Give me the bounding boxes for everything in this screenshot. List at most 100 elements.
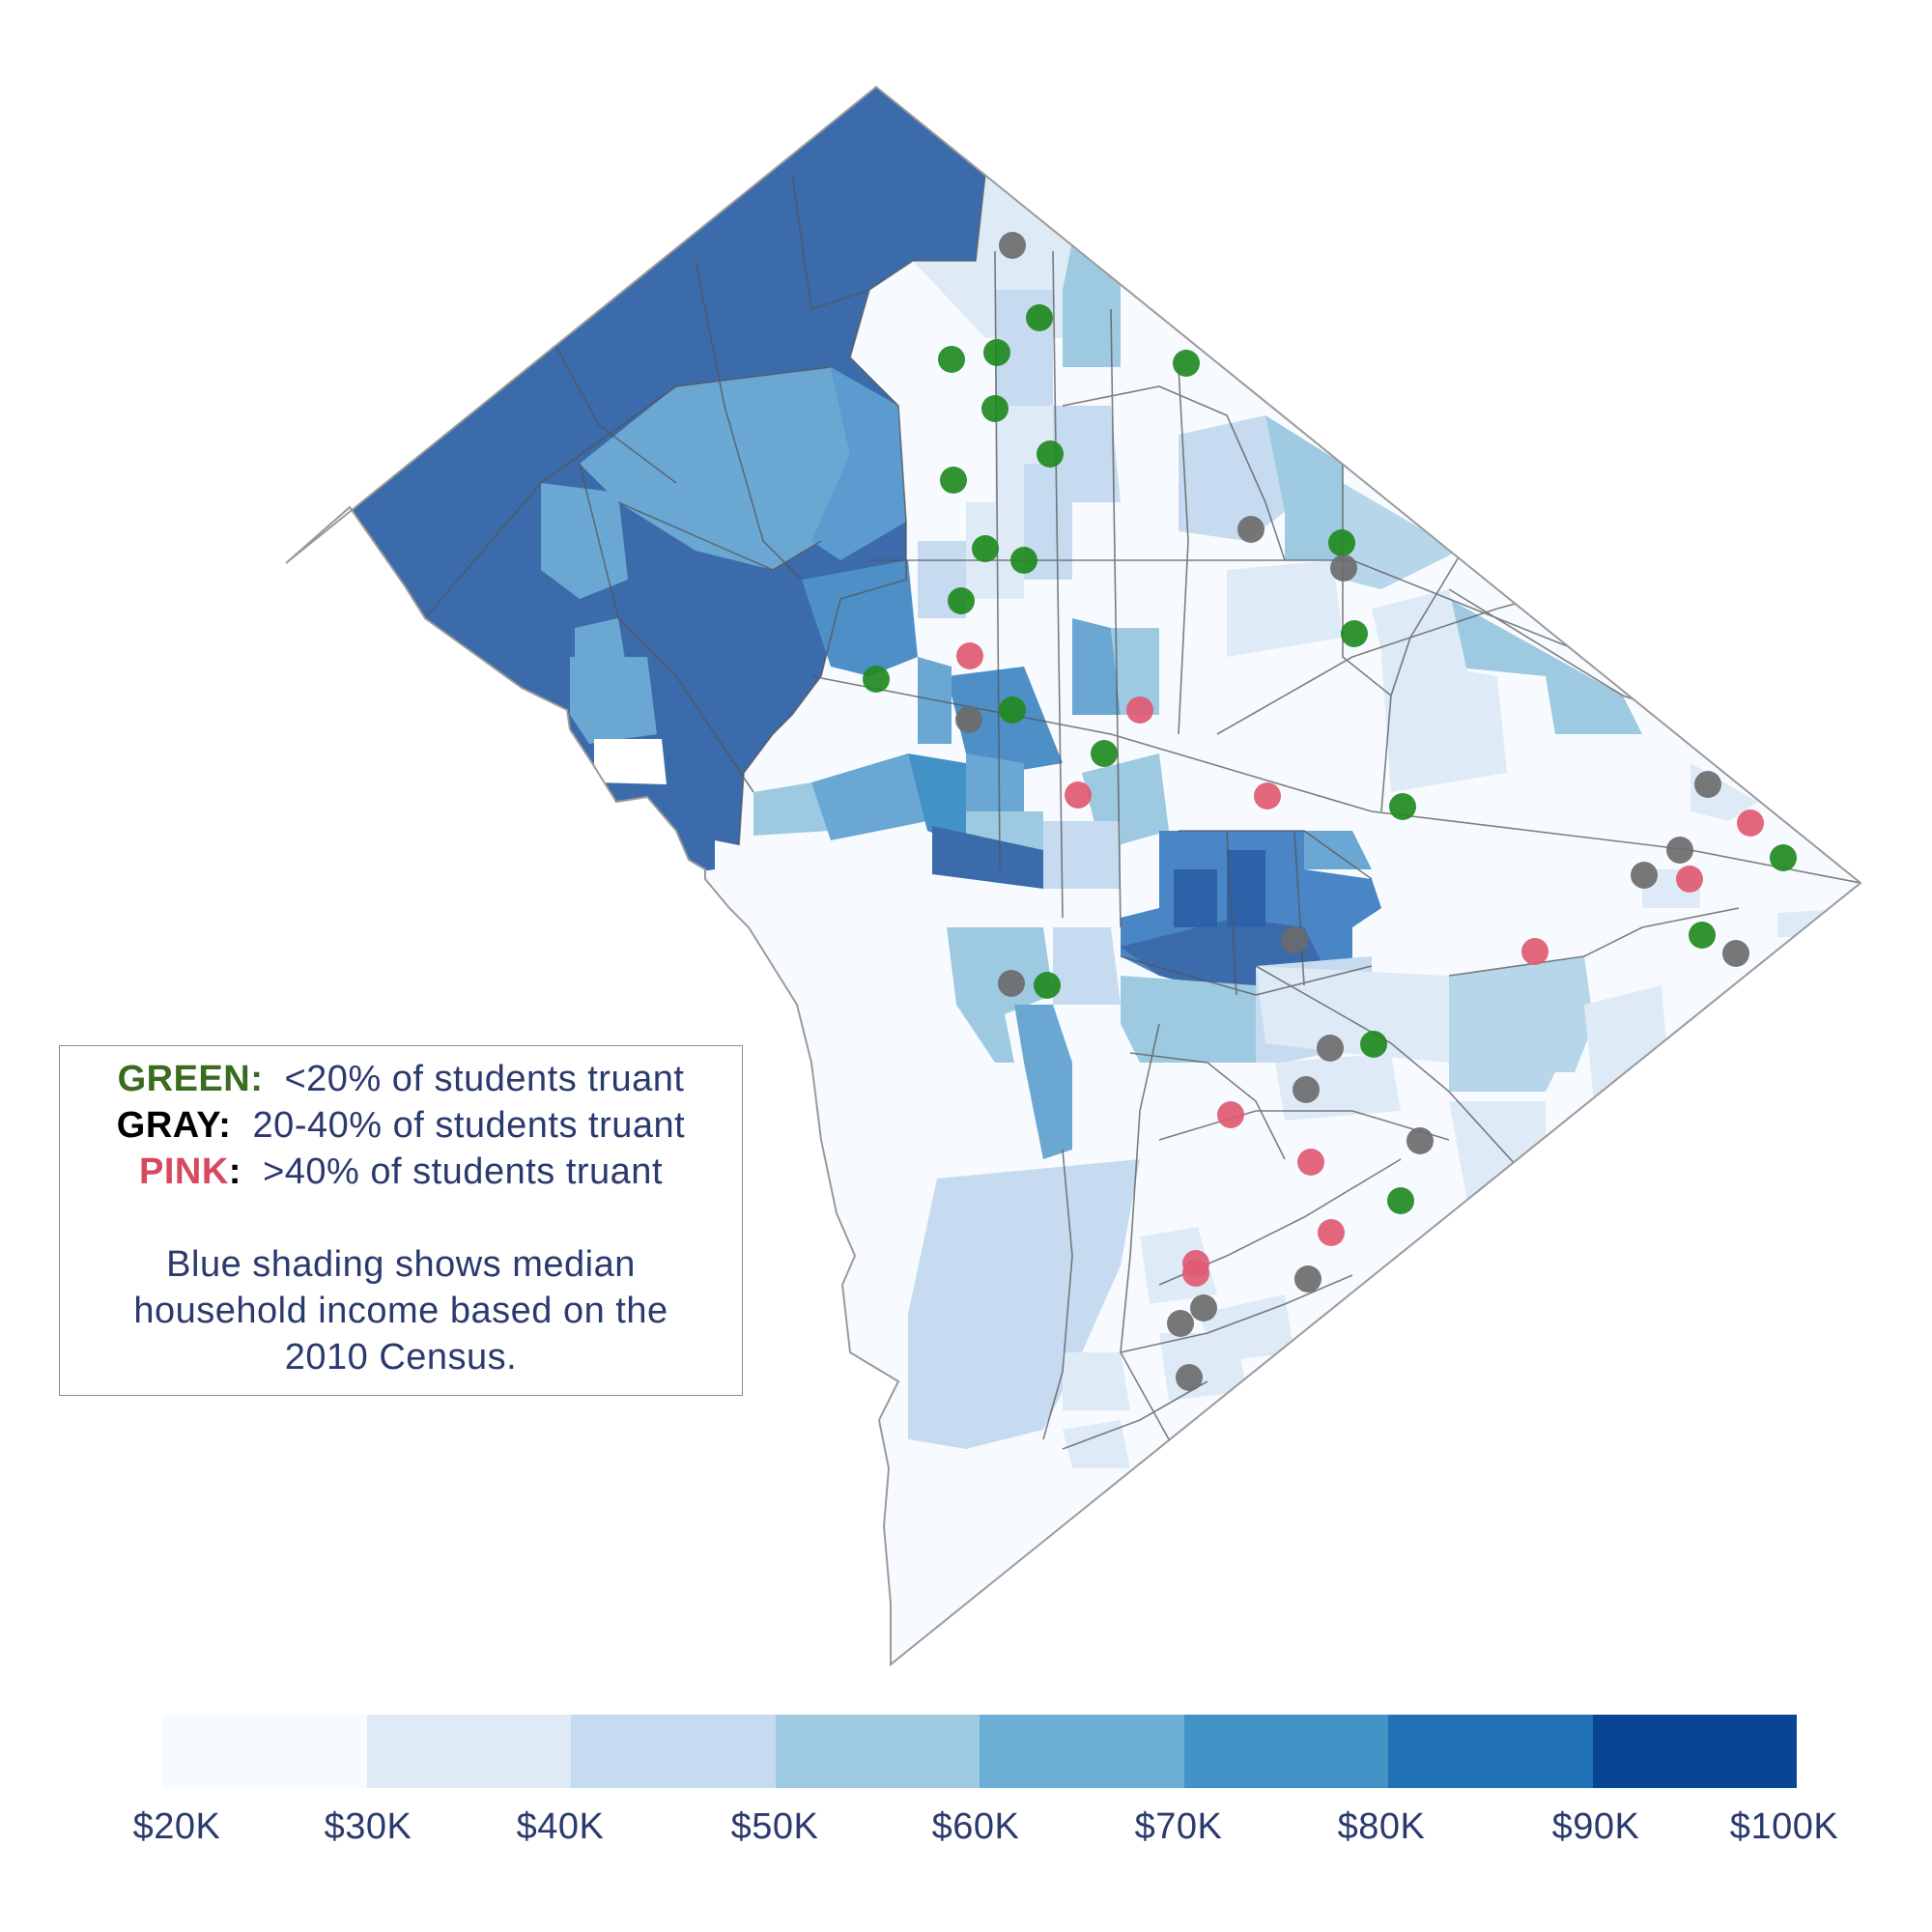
- school-marker-green: [1010, 547, 1037, 574]
- school-marker-pink: [956, 642, 983, 669]
- region-ne-k: [1777, 908, 1855, 937]
- school-marker-pink: [1254, 782, 1281, 810]
- scale-tick-label: $100K: [1729, 1806, 1839, 1847]
- region-nw-mid-d: [570, 657, 657, 744]
- school-marker-green: [863, 666, 890, 693]
- income-color-scale: [162, 1715, 1797, 1788]
- scale-bin-4: [775, 1715, 980, 1788]
- region-se-j: [1063, 1420, 1130, 1468]
- region-north-strip-h: [1024, 464, 1072, 580]
- scale-bin-8: [1592, 1715, 1797, 1788]
- legend-pink-row: PINK: >40% of students truant: [60, 1149, 742, 1195]
- school-markers: [863, 232, 1797, 1391]
- scale-tick-label: $70K: [1134, 1806, 1223, 1847]
- scale-bin-7: [1388, 1715, 1593, 1788]
- legend-note: Blue shading shows median household inco…: [60, 1241, 742, 1380]
- school-marker-gray: [1176, 1364, 1203, 1391]
- school-marker-green: [1091, 740, 1118, 767]
- region-se-g: [1063, 1352, 1130, 1410]
- region-nw-mid-a: [580, 367, 850, 570]
- school-marker-gray: [1722, 940, 1749, 967]
- school-marker-green: [1689, 922, 1716, 949]
- school-marker-green: [1037, 440, 1064, 468]
- region-central-d: [1072, 618, 1121, 715]
- scale-tick-label: $60K: [931, 1806, 1020, 1847]
- region-central-e: [1111, 628, 1159, 715]
- region-central-b: [966, 753, 1024, 811]
- scale-tick-label: $30K: [324, 1806, 412, 1847]
- school-marker-green: [1770, 844, 1797, 871]
- region-nw-mid-f: [802, 560, 918, 676]
- school-marker-gray: [1694, 771, 1721, 798]
- region-nw-hole: [594, 739, 667, 784]
- school-marker-gray: [1631, 862, 1658, 889]
- region-nw-mid-e: [811, 367, 906, 560]
- school-marker-pink: [1676, 866, 1703, 893]
- region-nw-south-c: [908, 753, 976, 850]
- scale-bin-3: [571, 1715, 776, 1788]
- legend-gray-text: 20-40% of students truant: [252, 1105, 686, 1146]
- school-marker-green: [981, 395, 1009, 422]
- school-marker-pink: [1217, 1101, 1244, 1128]
- legend-green-key: GREEN:: [117, 1059, 264, 1099]
- school-marker-green: [938, 346, 965, 373]
- region-se-a: [1449, 956, 1594, 1092]
- region-downtown-c: [1227, 850, 1265, 927]
- school-marker-green: [1026, 304, 1053, 331]
- school-marker-green: [1173, 350, 1200, 377]
- region-ne-e: [1449, 599, 1623, 696]
- scale-tick-label: $20K: [132, 1806, 221, 1847]
- region-central-h: [932, 826, 1043, 889]
- school-marker-gray: [999, 232, 1026, 259]
- region-se-e: [1275, 1053, 1401, 1121]
- legend-green-text: <20% of students truant: [284, 1059, 685, 1099]
- school-marker-gray: [1281, 926, 1308, 953]
- legend-note-line-3: 2010 Census.: [284, 1337, 518, 1378]
- region-sw-b: [1014, 1005, 1072, 1159]
- dc-outline: [285, 85, 1862, 1667]
- school-marker-pink: [1521, 938, 1548, 965]
- legend-gray-row: GRAY: 20-40% of students truant: [60, 1102, 742, 1149]
- region-ne-d: [1227, 560, 1343, 657]
- school-marker-gray: [1330, 554, 1357, 582]
- scale-tick-label: $40K: [516, 1806, 605, 1847]
- school-marker-gray: [1237, 516, 1264, 543]
- scale-bin-5: [980, 1715, 1184, 1788]
- school-marker-green: [1034, 972, 1061, 999]
- school-marker-green: [983, 339, 1010, 366]
- region-sw-d: [1121, 976, 1256, 1063]
- school-marker-pink: [1297, 1149, 1324, 1176]
- region-central-i: [1043, 821, 1121, 889]
- legend-note-line-2: household income based on the: [133, 1291, 668, 1331]
- region-se-b: [1584, 985, 1671, 1101]
- legend-pink-colon: :: [228, 1151, 242, 1192]
- legend-pink-text: >40% of students truant: [263, 1151, 663, 1192]
- school-marker-green: [999, 696, 1026, 724]
- school-marker-green: [1360, 1031, 1387, 1058]
- region-se-i: [1198, 1294, 1294, 1362]
- school-marker-gray: [1190, 1294, 1217, 1321]
- region-se-c: [1256, 966, 1449, 1063]
- region-sw-f: [908, 1159, 1140, 1449]
- legend-green-row: GREEN: <20% of students truant: [60, 1056, 742, 1102]
- school-marker-gray: [1167, 1310, 1194, 1337]
- school-marker-pink: [1182, 1260, 1209, 1287]
- scale-bin-2: [366, 1715, 571, 1788]
- school-marker-gray: [1666, 837, 1693, 864]
- region-ne-b: [1265, 415, 1343, 560]
- school-marker-pink: [1126, 696, 1153, 724]
- school-marker-green: [1389, 793, 1416, 820]
- legend-box: GREEN: <20% of students truant GRAY: 20-…: [59, 1045, 743, 1396]
- region-downtown-d: [1174, 869, 1217, 927]
- school-marker-pink: [1065, 781, 1092, 809]
- region-ne-c: [1343, 483, 1459, 589]
- income-scale-ticks: $20K $30K $40K $50K $60K $70K $80K $90K $100K: [0, 1806, 1932, 1855]
- school-marker-gray: [1317, 1035, 1344, 1062]
- scale-tick-label: $50K: [730, 1806, 819, 1847]
- scale-tick-label: $80K: [1337, 1806, 1426, 1847]
- scale-bin-6: [1183, 1715, 1388, 1788]
- legend-gray-key: GRAY:: [116, 1105, 232, 1146]
- school-marker-gray: [998, 970, 1025, 997]
- school-marker-pink: [1737, 810, 1764, 837]
